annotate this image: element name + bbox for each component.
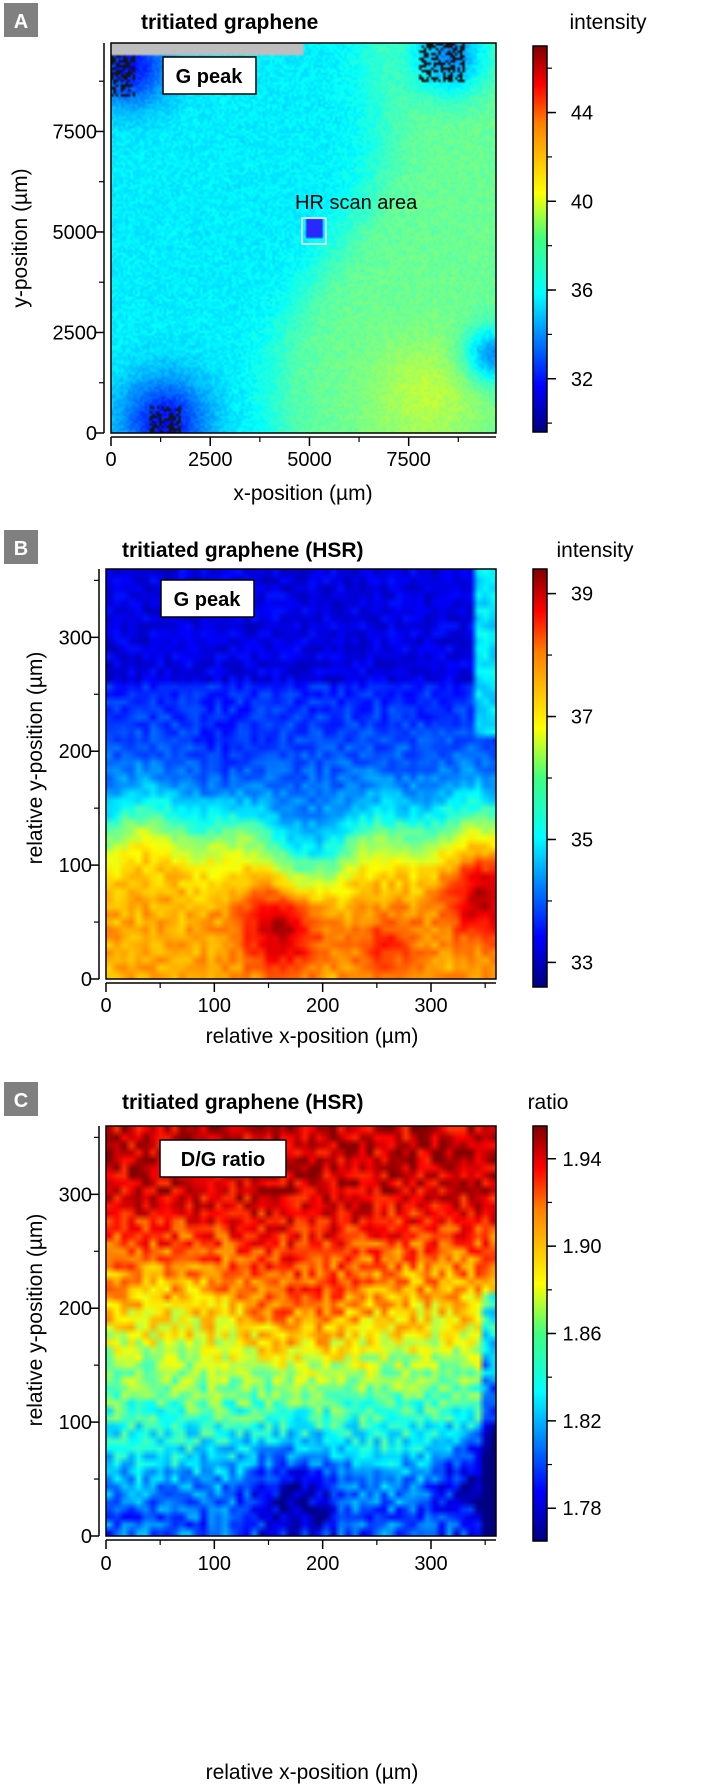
panel-c-title: tritiated graphene (HSR)	[122, 1091, 364, 1114]
panel-c-y-tick-label: 0	[81, 1526, 92, 1548]
panel-a: A tritiated graphene intensity HR scan a…	[4, 3, 647, 505]
colorbar-tick-label: 39	[571, 584, 593, 606]
panel-a-y-label: y-position (µm)	[9, 168, 32, 307]
colorbar-tick-label: 44	[571, 103, 593, 125]
panel-a-y-axis: 0 2500 5000 7500	[53, 43, 105, 445]
panel-c-inset-box	[159, 1139, 287, 1178]
panel-a-heatmap	[111, 43, 496, 433]
panel-a-x-tick-label: 0	[105, 449, 116, 471]
panel-b-heatmap	[106, 569, 496, 979]
panel-b-x-tick-label: 100	[198, 995, 231, 1017]
panel-c-y-axis: 0 100 200 300	[59, 1126, 100, 1548]
panel-b-plot-frame	[105, 568, 497, 980]
panel-a-colorbar-ticks: 32 36 40 44	[547, 67, 593, 424]
colorbar-tick-label: 35	[571, 829, 593, 851]
panel-a-colorbar	[532, 45, 548, 433]
panel-b-letter-box	[4, 530, 38, 564]
panel-b-inset-box	[160, 579, 255, 618]
panel-a-title: tritiated graphene	[141, 11, 318, 34]
panel-c-colorbar	[532, 1125, 548, 1542]
panel-c-y-label: relative y-position (µm)	[24, 1214, 47, 1427]
panel-a-y-tick-label: 7500	[53, 121, 98, 143]
panel-a-y-tick-label: 0	[86, 423, 97, 445]
panel-c-x-axis: 0 100 200 300	[100, 1539, 496, 1575]
colorbar-tick-label: 1.82	[563, 1411, 602, 1433]
colorbar-tick-label: 36	[571, 280, 593, 302]
colorbar-tick-label: 40	[571, 191, 593, 213]
panel-c-x-label: relative x-position (µm)	[206, 1761, 419, 1784]
panel-c-y-tick-label: 100	[59, 1412, 92, 1434]
panel-b-letter: B	[14, 538, 28, 560]
panel-a-inset-box	[162, 56, 257, 95]
panel-b-title: tritiated graphene (HSR)	[122, 539, 364, 562]
panel-c-x-tick-label: 300	[414, 1553, 447, 1575]
panel-b-y-tick-label: 100	[59, 855, 92, 877]
panel-a-colorbar-label: intensity	[569, 11, 647, 34]
panel-b-x-label: relative x-position (µm)	[206, 1025, 419, 1048]
colorbar-tick-label: 1.94	[563, 1149, 602, 1171]
panel-c-heatmap	[106, 1126, 496, 1536]
panel-b-y-axis: 0 100 200 300	[59, 569, 100, 991]
hr-scan-area-label: HR scan area	[295, 192, 418, 214]
panel-b-colorbar	[532, 568, 548, 988]
hr-scan-area-marker	[301, 217, 327, 245]
panel-c-letter: C	[14, 1090, 28, 1112]
panel-b-y-tick-label: 0	[81, 969, 92, 991]
panel-c-colorbar-label: ratio	[528, 1091, 569, 1114]
panel-b-y-label: relative y-position (µm)	[24, 652, 47, 865]
panel-b-x-tick-label: 300	[414, 995, 447, 1017]
colorbar-tick-label: 37	[571, 707, 593, 729]
panel-a-x-tick-label: 2500	[188, 449, 233, 471]
panel-c-x-tick-label: 200	[306, 1553, 339, 1575]
colorbar-tick-label: 1.90	[563, 1236, 602, 1258]
panel-a-y-tick-label: 5000	[53, 222, 98, 244]
panel-c-x-tick-label: 100	[198, 1553, 231, 1575]
colorbar-tick-label: 33	[571, 952, 593, 974]
panel-b-colorbar-label: intensity	[556, 539, 634, 562]
panel-b-y-tick-label: 300	[59, 627, 92, 649]
panel-b-x-tick-label: 0	[100, 995, 111, 1017]
panel-a-x-tick-label: 7500	[386, 449, 431, 471]
colorbar-tick-label: 32	[571, 369, 593, 391]
panel-b-x-axis: 0 100 200 300	[100, 982, 496, 1017]
panel-a-y-tick-label: 2500	[53, 322, 98, 344]
panel-b-colorbar-ticks: 33 35 37 39	[547, 584, 593, 974]
panel-a-x-axis: 0 2500 5000 7500	[105, 436, 496, 471]
panel-c-y-tick-label: 300	[59, 1184, 92, 1206]
panel-b: B tritiated graphene (HSR) intensity G p…	[4, 530, 634, 1048]
panel-c-colorbar-ticks: 1.78 1.82 1.86 1.90 1.94	[547, 1149, 601, 1520]
panel-a-x-tick-label: 5000	[287, 449, 332, 471]
panel-c-letter-box	[4, 1082, 38, 1116]
panel-c-y-tick-label: 200	[59, 1298, 92, 1320]
panel-b-y-tick-label: 200	[59, 741, 92, 763]
panel-c-plot-frame	[105, 1125, 497, 1537]
panel-b-x-tick-label: 200	[306, 995, 339, 1017]
panel-a-letter: A	[14, 11, 28, 33]
colorbar-tick-label: 1.78	[563, 1498, 602, 1520]
panel-a-inset-label: G peak	[176, 66, 244, 88]
panel-a-letter-box	[4, 3, 38, 37]
panel-b-inset-label: G peak	[174, 589, 242, 611]
panel-a-plot-frame	[110, 42, 497, 434]
panel-c: C tritiated graphene (HSR) ratio D/G rat…	[4, 1082, 601, 1784]
panel-a-x-label: x-position (µm)	[233, 482, 372, 505]
panel-c-x-tick-label: 0	[100, 1553, 111, 1575]
panel-c-inset-label: D/G ratio	[181, 1149, 265, 1171]
colorbar-tick-label: 1.86	[563, 1324, 602, 1346]
